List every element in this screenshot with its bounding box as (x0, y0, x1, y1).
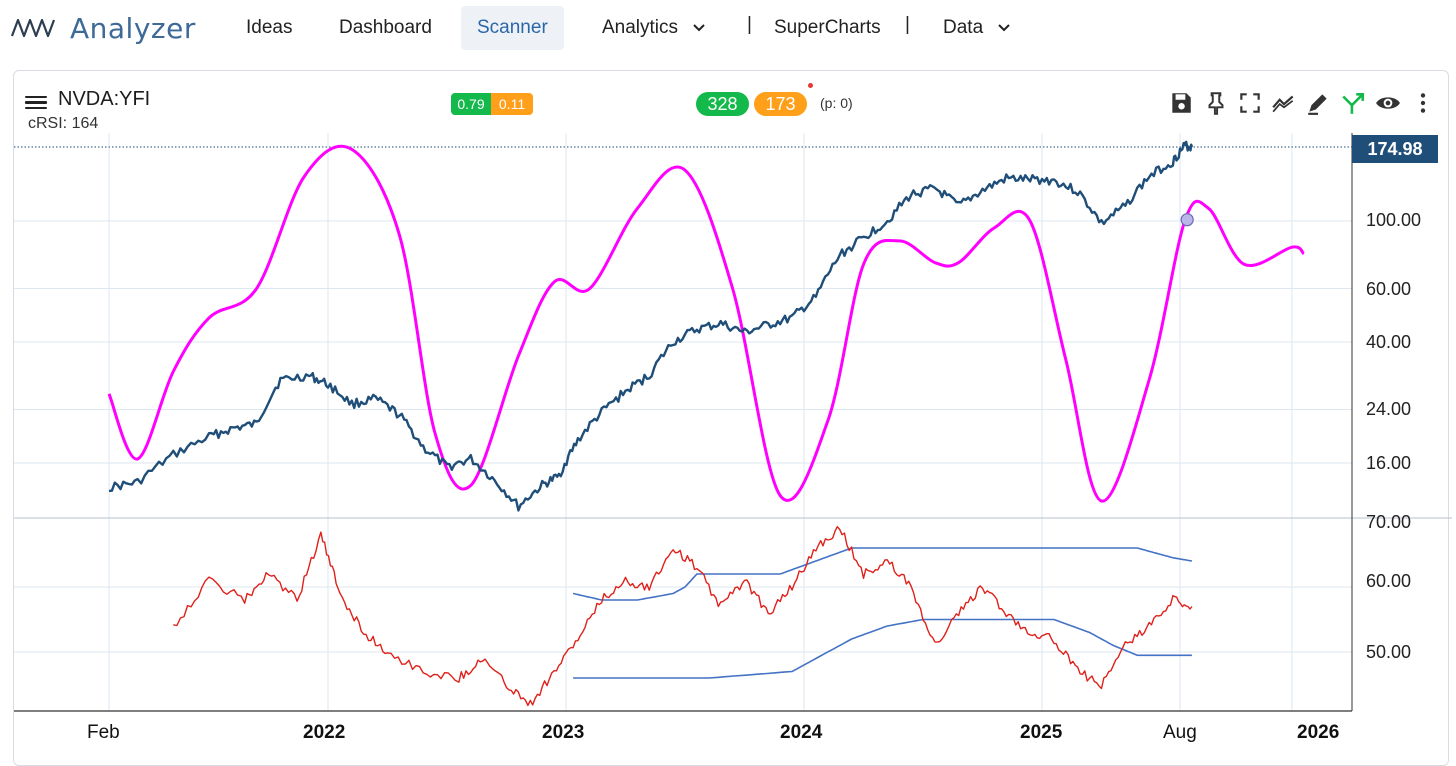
nav-scanner[interactable]: Scanner (461, 6, 564, 50)
lower-band-line (573, 618, 1192, 679)
nav-analytics-label: Analytics (602, 17, 679, 38)
score-badge-orange: 0.11 (491, 93, 533, 115)
score-badge-green: 0.79 (451, 93, 491, 115)
cycle-line (107, 144, 1305, 503)
nav-ideas[interactable]: Ideas (246, 17, 293, 38)
nav-data-label: Data (943, 17, 984, 38)
chevron-down-icon (693, 24, 706, 32)
hamburger-menu-icon[interactable] (25, 93, 47, 111)
compare-icon[interactable] (1271, 90, 1297, 116)
y-tick-label: 60.00 (1366, 279, 1412, 299)
x-tick-label: Feb (87, 722, 120, 743)
nav-separator: | (905, 14, 910, 35)
more-vert-icon[interactable] (1410, 90, 1436, 116)
upper-band-line (572, 547, 1193, 601)
nav-separator: | (747, 14, 752, 35)
last-price-tag: 174.98 (1352, 135, 1438, 163)
x-tick-label: 2026 (1297, 722, 1340, 743)
y-tick-label: 60.00 (1366, 571, 1412, 591)
x-tick-label: 2025 (1020, 722, 1063, 743)
count-badge-orange: 173 (754, 92, 807, 116)
pin-icon[interactable] (1203, 90, 1229, 116)
x-tick-label: 2022 (303, 722, 346, 743)
y-tick-label: 16.00 (1366, 453, 1412, 473)
nav-analytics[interactable]: Analytics (602, 6, 706, 50)
x-tick-label: Aug (1163, 722, 1197, 743)
y-tick-label: 50.00 (1366, 642, 1412, 662)
logo-text: Analyzer (70, 11, 196, 45)
price-line (108, 140, 1194, 512)
nav-scanner-label: Scanner (477, 17, 548, 38)
notification-dot (808, 83, 813, 88)
y-tick-label: 70.00 (1366, 512, 1412, 532)
nav-data[interactable]: Data (943, 6, 1011, 50)
y-tick-label: 100.00 (1366, 210, 1422, 230)
waveform-logo-icon (10, 18, 56, 38)
x-tick-label: 2024 (780, 722, 823, 743)
signal-icon[interactable] (1340, 90, 1366, 116)
top-navigation: Analyzer Ideas Dashboard Scanner Analyti… (0, 0, 1456, 56)
y-tick-label: 24.00 (1366, 399, 1412, 419)
save-icon[interactable] (1168, 90, 1194, 116)
x-tick-label: 2023 (542, 722, 585, 743)
rsi-line (173, 526, 1193, 707)
chevron-down-icon (998, 24, 1011, 32)
nav-supercharts[interactable]: SuperCharts (774, 17, 881, 38)
count-badge-green: 328 (696, 92, 749, 116)
chart-panel (13, 70, 1449, 766)
p-value-label: (p: 0) (820, 95, 853, 111)
logo[interactable]: Analyzer (10, 8, 196, 48)
indicator-label: cRSI: 164 (28, 115, 99, 132)
symbol-label: NVDA:YFI (58, 88, 151, 110)
y-tick-label: 40.00 (1366, 332, 1412, 352)
fullscreen-icon[interactable] (1237, 90, 1263, 116)
cycle-marker (1180, 213, 1194, 227)
nav-dashboard[interactable]: Dashboard (339, 17, 432, 38)
eye-icon[interactable] (1374, 90, 1400, 116)
drawing-icon[interactable] (1305, 90, 1331, 116)
